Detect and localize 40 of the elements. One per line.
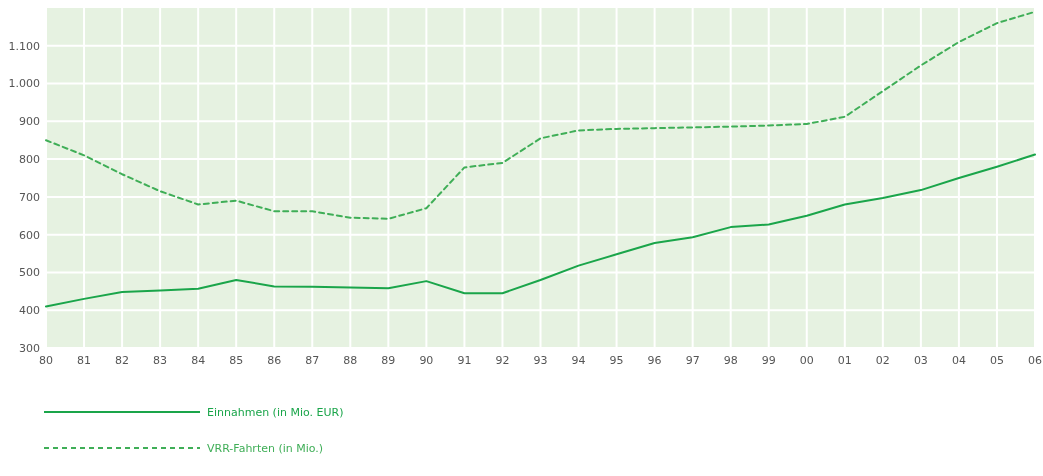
x-tick-label: 99 xyxy=(761,354,776,367)
y-tick-label: 600 xyxy=(19,228,40,242)
x-tick-label: 90 xyxy=(419,354,434,367)
x-tick-label: 89 xyxy=(381,354,396,367)
x-tick-label: 98 xyxy=(723,354,738,367)
x-tick-label: 87 xyxy=(305,354,320,367)
x-tick-label: 83 xyxy=(153,354,168,367)
y-tick-label: 800 xyxy=(19,152,40,166)
x-tick-label: 94 xyxy=(571,354,586,367)
y-tick-label: 1.000 xyxy=(8,77,40,91)
x-tick-label: 86 xyxy=(267,354,282,367)
x-tick-label: 02 xyxy=(875,354,890,367)
y-tick-label: 300 xyxy=(19,341,40,355)
x-tick-label: 93 xyxy=(533,354,548,367)
line-series xyxy=(45,153,1036,308)
x-tick-label: 05 xyxy=(989,354,1004,367)
x-tick-label: 88 xyxy=(343,354,358,367)
y-tick-label: 900 xyxy=(19,115,40,129)
line-series xyxy=(45,10,1036,220)
x-tick-label: 01 xyxy=(837,354,852,367)
text: VRR-Fahrten (in Mio.) xyxy=(207,441,324,455)
x-tick-label: 95 xyxy=(609,354,624,367)
y-tick-label: 400 xyxy=(19,304,40,318)
x-tick-label: 80 xyxy=(39,354,53,367)
x-tick-label: 82 xyxy=(115,354,130,367)
x-tick-label: 85 xyxy=(229,354,244,367)
text: Einnahmen (in Mio. EUR) xyxy=(207,405,344,419)
x-tick-label: 91 xyxy=(457,354,472,367)
y-tick-label: 1.100 xyxy=(8,39,40,53)
y-tick-label: 700 xyxy=(19,190,40,204)
x-tick-label: 84 xyxy=(191,354,206,367)
x-tick-label: 04 xyxy=(951,354,966,367)
x-tick-label: 03 xyxy=(913,354,928,367)
x-tick-label: 96 xyxy=(647,354,662,367)
x-tick-label: 06 xyxy=(1028,354,1042,367)
x-tick-label: 81 xyxy=(77,354,92,367)
x-tick-label: 92 xyxy=(495,354,510,367)
y-tick-label: 500 xyxy=(19,266,40,280)
x-tick-label: 00 xyxy=(799,354,814,367)
x-tick-label: 97 xyxy=(685,354,700,367)
